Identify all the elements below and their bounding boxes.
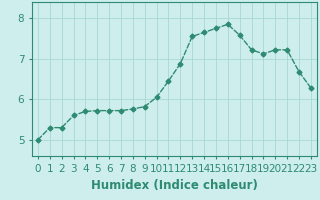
X-axis label: Humidex (Indice chaleur): Humidex (Indice chaleur) [91,179,258,192]
